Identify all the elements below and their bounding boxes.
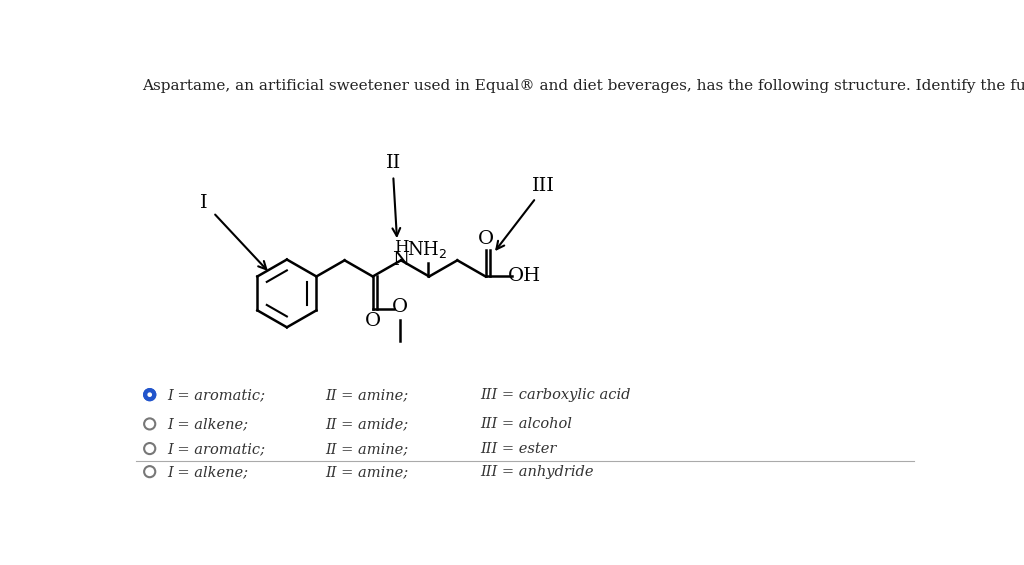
Text: I: I [200, 194, 208, 211]
Text: III: III [532, 177, 555, 195]
Circle shape [144, 389, 156, 400]
Text: III = anhydride: III = anhydride [480, 465, 594, 479]
Text: O: O [392, 298, 408, 316]
Text: I = aromatic;: I = aromatic; [167, 388, 265, 402]
Text: II = amine;: II = amine; [326, 465, 409, 479]
Text: II = amide;: II = amide; [326, 418, 409, 431]
Text: II = amine;: II = amine; [326, 388, 409, 402]
Text: O: O [365, 312, 381, 330]
Text: II = amine;: II = amine; [326, 442, 409, 456]
Text: III = carboxylic acid: III = carboxylic acid [480, 388, 631, 402]
Text: III = alcohol: III = alcohol [480, 418, 572, 431]
Text: OH: OH [508, 267, 541, 285]
Circle shape [147, 392, 152, 397]
Text: II: II [386, 154, 400, 172]
Text: I = alkene;: I = alkene; [167, 418, 248, 431]
Text: O: O [477, 230, 494, 248]
Text: I = aromatic;: I = aromatic; [167, 442, 265, 456]
Text: N: N [392, 250, 410, 268]
Text: H: H [393, 238, 409, 256]
Text: I = alkene;: I = alkene; [167, 465, 248, 479]
Text: Aspartame, an artificial sweetener used in Equal® and diet beverages, has the fo: Aspartame, an artificial sweetener used … [142, 79, 1024, 93]
Text: NH$_2$: NH$_2$ [408, 239, 447, 260]
Text: III = ester: III = ester [480, 442, 557, 456]
